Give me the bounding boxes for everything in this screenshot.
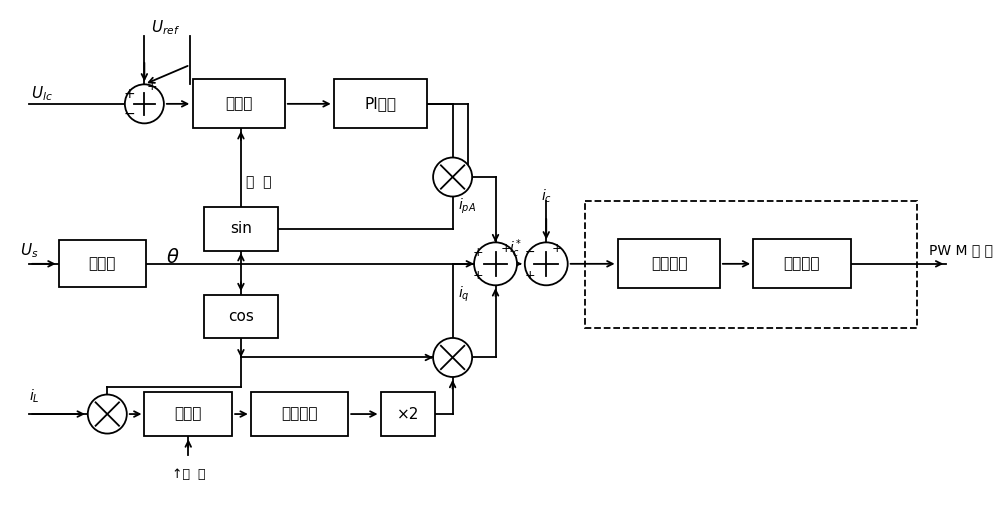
- Circle shape: [433, 338, 472, 377]
- Text: $i_c$: $i_c$: [541, 188, 552, 205]
- Text: $\theta$: $\theta$: [166, 248, 179, 267]
- Text: +: +: [147, 80, 157, 93]
- Text: +: +: [524, 269, 535, 282]
- Text: ↑触  发: ↑触 发: [172, 468, 205, 481]
- Circle shape: [474, 243, 517, 285]
- Text: $i_c^*$: $i_c^*$: [509, 237, 523, 260]
- Bar: [334, 80, 427, 128]
- Text: $U_{lc}$: $U_{lc}$: [31, 85, 53, 103]
- Text: $U_{ref}$: $U_{ref}$: [151, 19, 180, 37]
- Circle shape: [525, 243, 568, 285]
- Bar: [59, 241, 146, 287]
- Text: +: +: [124, 87, 136, 101]
- Text: $i_L$: $i_L$: [29, 388, 40, 405]
- Bar: [204, 295, 278, 338]
- Text: sin: sin: [230, 221, 252, 236]
- Text: cos: cos: [228, 309, 254, 324]
- Text: +: +: [501, 242, 512, 255]
- Bar: [251, 392, 348, 436]
- Text: 触  发: 触 发: [246, 175, 271, 189]
- Text: +: +: [473, 246, 483, 259]
- Circle shape: [125, 84, 164, 123]
- Text: +: +: [552, 242, 562, 255]
- Text: $i_{pA}$: $i_{pA}$: [458, 197, 476, 216]
- Text: 采样器: 采样器: [175, 407, 202, 421]
- Bar: [144, 392, 232, 436]
- Bar: [618, 240, 720, 288]
- Bar: [204, 207, 278, 251]
- Bar: [381, 392, 435, 436]
- Text: −: −: [524, 246, 535, 259]
- Bar: [585, 201, 917, 328]
- Circle shape: [88, 395, 127, 433]
- Text: ×2: ×2: [397, 407, 419, 421]
- Text: 锁相环: 锁相环: [89, 256, 116, 271]
- Text: $i_q$: $i_q$: [458, 284, 470, 304]
- Text: +: +: [473, 269, 483, 282]
- Bar: [193, 80, 285, 128]
- Text: 周期平均: 周期平均: [651, 256, 687, 271]
- Text: PI控制: PI控制: [364, 96, 396, 112]
- Text: 滞环控制: 滞环控制: [784, 256, 820, 271]
- Circle shape: [433, 157, 472, 196]
- Text: PW M 输 出: PW M 输 出: [929, 243, 993, 257]
- Text: 周期平均: 周期平均: [281, 407, 318, 421]
- Text: −: −: [124, 106, 136, 121]
- Bar: [753, 240, 851, 288]
- Text: $U_s$: $U_s$: [20, 241, 38, 260]
- Text: 采样器: 采样器: [225, 96, 253, 112]
